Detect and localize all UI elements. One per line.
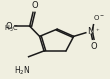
- Text: $^+$: $^+$: [95, 28, 101, 33]
- Text: H$_2$N: H$_2$N: [14, 65, 30, 77]
- Text: O: O: [6, 22, 12, 31]
- Text: O: O: [31, 1, 38, 10]
- Text: H$_3$C: H$_3$C: [4, 24, 19, 34]
- Text: N: N: [87, 27, 93, 36]
- Text: O: O: [90, 42, 97, 51]
- Text: O$^-$: O$^-$: [93, 13, 105, 22]
